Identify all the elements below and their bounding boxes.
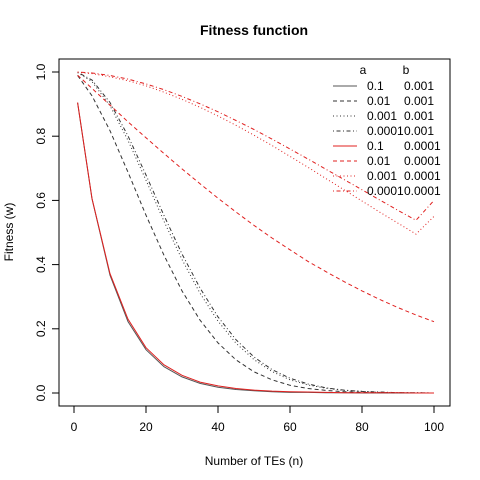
series-line-8 <box>77 71 435 221</box>
x-tick-label: 0 <box>71 420 78 434</box>
legend-b-value: 0.001 <box>404 79 434 93</box>
x-tick-label: 100 <box>424 420 444 434</box>
series-layer <box>77 71 435 394</box>
y-axis-label: Fitness (w) <box>2 203 16 262</box>
legend-b-value: 0.0001 <box>404 184 441 198</box>
legend-a-value: 0.0001 <box>367 124 404 138</box>
legend-b-value: 0.0001 <box>404 154 441 168</box>
x-tick-label: 20 <box>139 420 153 434</box>
x-tick-label: 40 <box>211 420 225 434</box>
series-line-5 <box>77 102 434 394</box>
legend-a-value: 0.01 <box>367 154 391 168</box>
legend-b-value: 0.0001 <box>404 169 441 183</box>
y-tick-label: 0.2 <box>34 320 48 337</box>
y-tick-label: 1.0 <box>34 63 48 80</box>
legend-a-value: 0.1 <box>367 139 384 153</box>
legend-b-value: 0.001 <box>404 94 434 108</box>
legend-a-value: 0.1 <box>367 79 384 93</box>
legend-a-value: 0.001 <box>367 109 397 123</box>
legend-b-value: 0.0001 <box>404 139 441 153</box>
chart-title: Fitness function <box>200 22 308 38</box>
legend-a-value: 0.0001 <box>367 184 404 198</box>
series-line-7 <box>77 71 435 235</box>
y-axis: 0.0 0.2 0.4 0.6 0.8 1.0 <box>34 63 60 401</box>
series-line-4 <box>77 71 435 394</box>
x-tick-label: 60 <box>283 420 297 434</box>
y-tick-label: 0.8 <box>34 128 48 145</box>
y-tick-label: 0.4 <box>34 256 48 273</box>
x-axis: 0 20 40 60 80 100 <box>71 405 444 434</box>
x-tick-label: 80 <box>355 420 369 434</box>
legend-a-value: 0.01 <box>367 94 391 108</box>
legend-a-value: 0.001 <box>367 169 397 183</box>
y-tick-label: 0.0 <box>34 384 48 401</box>
series-line-6 <box>77 74 435 323</box>
y-tick-label: 0.6 <box>34 192 48 209</box>
legend-header-a: a <box>360 63 367 77</box>
legend-b-value: 0.001 <box>404 124 434 138</box>
legend-header-b: b <box>403 63 410 77</box>
x-axis-label: Number of TEs (n) <box>205 454 303 468</box>
legend-b-value: 0.001 <box>404 109 434 123</box>
